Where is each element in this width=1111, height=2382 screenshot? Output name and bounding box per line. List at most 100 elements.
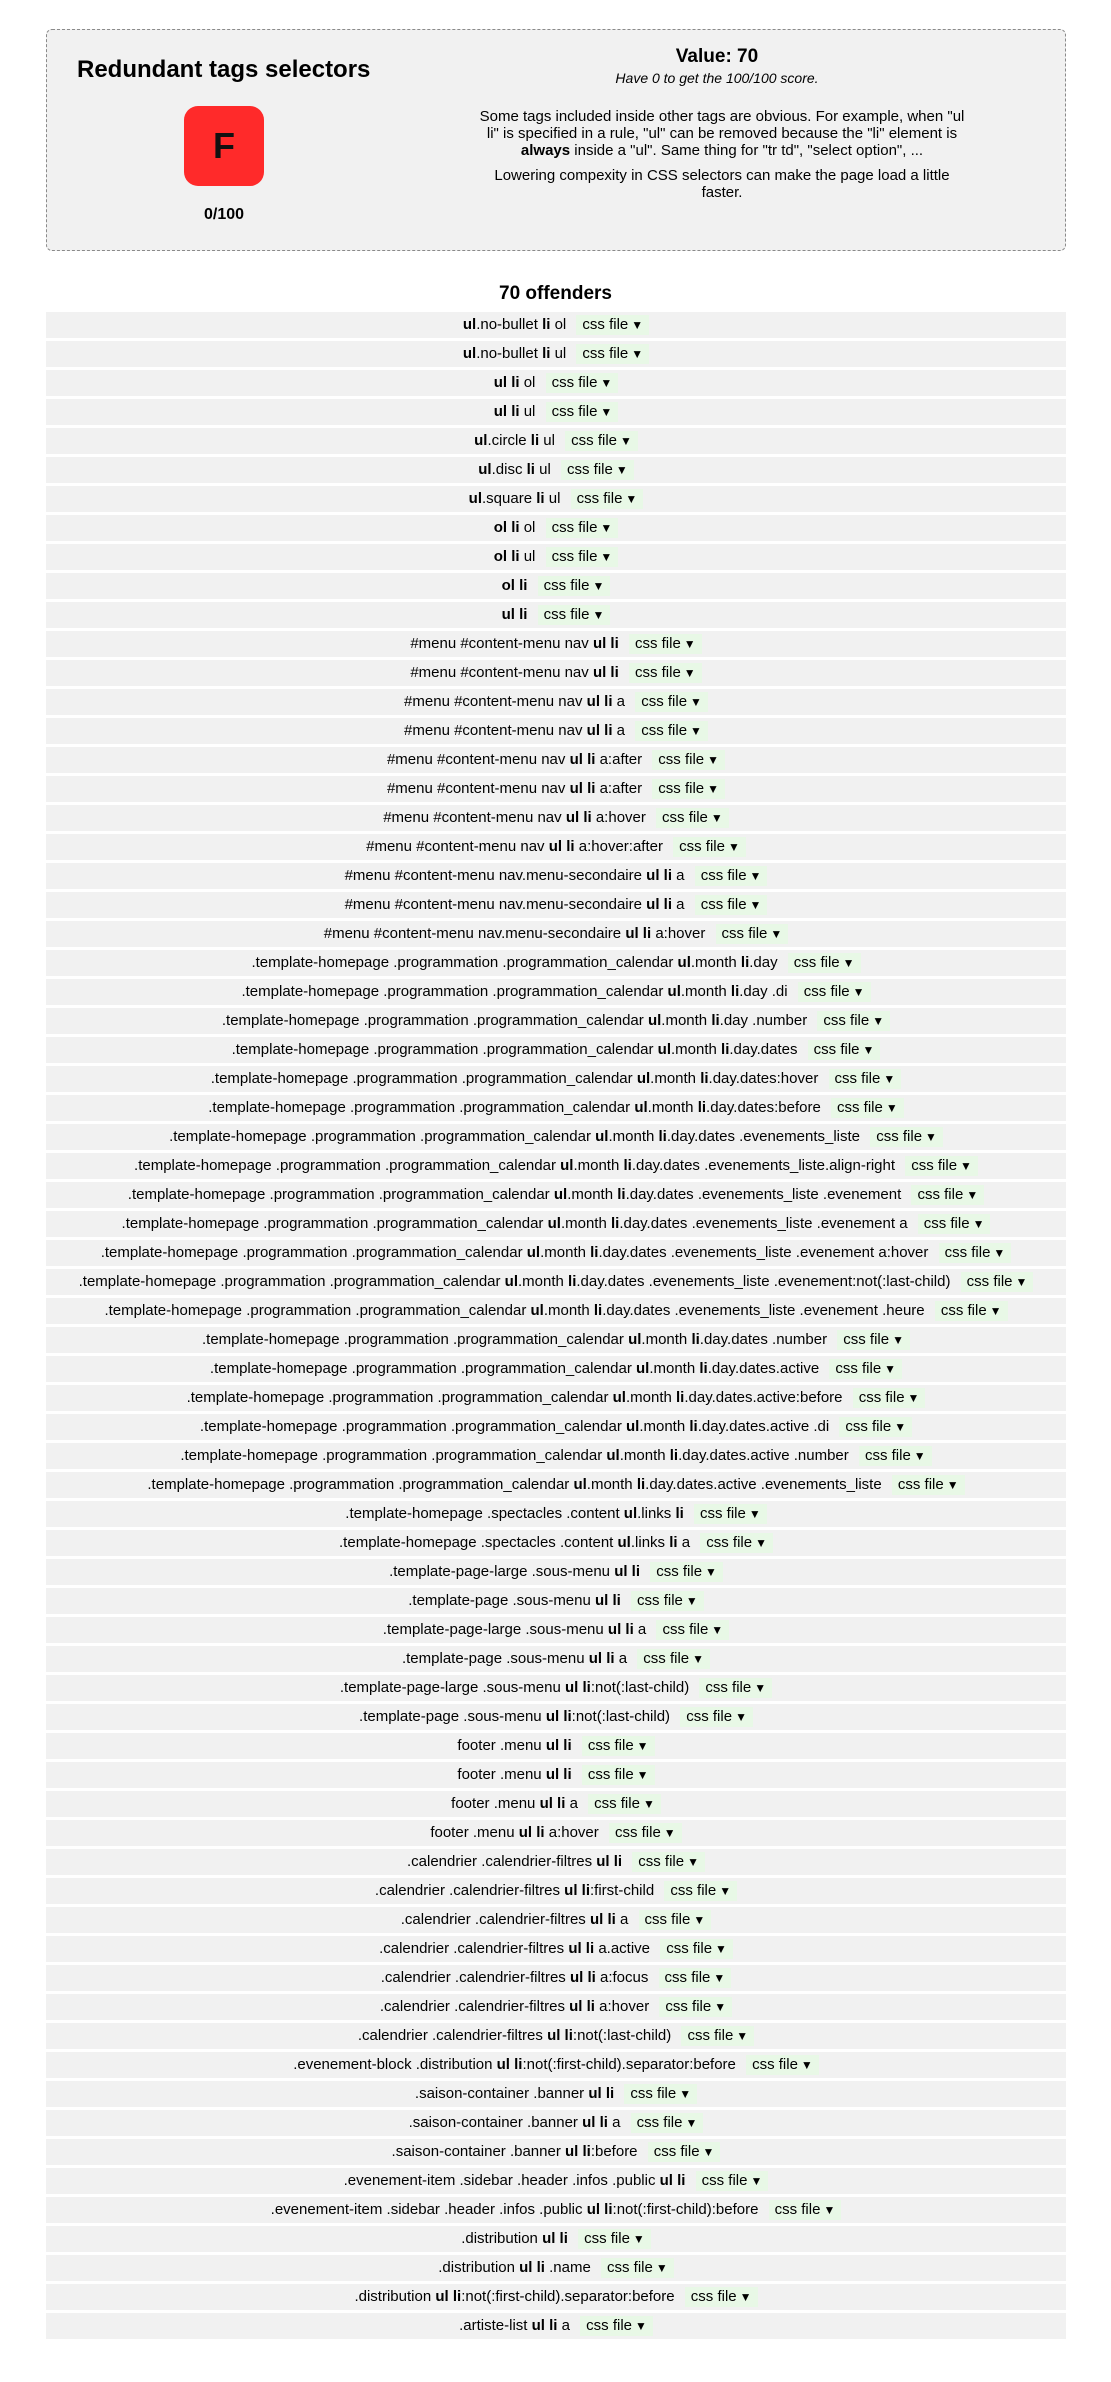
css-file-button[interactable]: css file ▼ (658, 1968, 732, 1988)
css-file-button[interactable]: css file ▼ (870, 1127, 943, 1147)
css-file-button[interactable]: css file ▼ (905, 1156, 978, 1176)
css-file-button[interactable]: css file ▼ (537, 605, 611, 625)
css-file-button[interactable]: css file ▼ (635, 692, 708, 712)
css-file-label: css file (644, 1911, 691, 1928)
css-file-button[interactable]: css file ▼ (858, 1446, 932, 1466)
selector-part: .day.dates .evenements_liste .evenement (625, 1186, 902, 1203)
css-file-button[interactable]: css file ▼ (684, 2287, 758, 2307)
css-file-button[interactable]: css file ▼ (570, 489, 644, 509)
offender-row: .calendrier .calendrier-filtres ul li a.… (46, 1936, 1066, 1962)
css-file-button[interactable]: css file ▼ (638, 1910, 712, 1930)
selector-tag: ol li (501, 577, 528, 594)
css-file-button[interactable]: css file ▼ (545, 547, 619, 567)
selector-part: #menu #content-menu nav (404, 722, 587, 739)
selector-part: .square (482, 490, 537, 507)
selector-part: .template-homepage .programmation .progr… (100, 1244, 527, 1261)
css-file-button[interactable]: css file ▼ (647, 2142, 721, 2162)
css-file-button[interactable]: css file ▼ (537, 576, 611, 596)
css-file-button[interactable]: css file ▼ (960, 1272, 1034, 1292)
css-file-button[interactable]: css file ▼ (673, 837, 746, 857)
selector-part: a (565, 1795, 578, 1812)
css-file-button[interactable]: css file ▼ (693, 1504, 767, 1524)
css-file-button[interactable]: css file ▼ (545, 373, 619, 393)
selector-part: .calendrier .calendrier-filtres (357, 2027, 548, 2044)
css-file-button[interactable]: css file ▼ (828, 1069, 902, 1089)
css-file-button[interactable]: css file ▼ (917, 1214, 991, 1234)
css-file-button[interactable]: css file ▼ (578, 2229, 651, 2249)
css-file-button[interactable]: css file ▼ (656, 808, 729, 828)
css-file-button[interactable]: css file ▼ (630, 2113, 704, 2133)
css-file-button[interactable]: css file ▼ (628, 634, 702, 654)
css-file-button[interactable]: css file ▼ (581, 1736, 655, 1756)
css-file-button[interactable]: css file ▼ (635, 721, 708, 741)
css-file-button[interactable]: css file ▼ (938, 1243, 1012, 1263)
offender-row: .calendrier .calendrier-filtres ul li a:… (46, 1965, 1066, 1991)
selector-tag: ul (636, 1070, 651, 1087)
css-file-label: css file (699, 1505, 746, 1522)
selector-tag: ul (628, 1331, 642, 1348)
css-file-button[interactable]: css file ▼ (695, 2171, 769, 2191)
css-file-button[interactable]: css file ▼ (652, 779, 726, 799)
selector-part: #menu #content-menu nav.menu-secondaire (344, 896, 647, 913)
css-file-button[interactable]: css file ▼ (631, 1591, 704, 1611)
selector-part: footer .menu (430, 1824, 519, 1841)
css-file-button[interactable]: css file ▼ (545, 402, 619, 422)
css-file-button[interactable]: css file ▼ (700, 1533, 773, 1553)
css-file-label: css file (917, 1186, 964, 1203)
css-file-button[interactable]: css file ▼ (934, 1301, 1008, 1321)
css-file-button[interactable]: css file ▼ (746, 2055, 819, 2075)
css-file-button[interactable]: css file ▼ (817, 1011, 891, 1031)
selector-part: .saison-container .banner (414, 2085, 589, 2102)
css-file-button[interactable]: css file ▼ (581, 1765, 655, 1785)
dropdown-triangle-icon: ▼ (600, 405, 613, 419)
css-file-button[interactable]: css file ▼ (601, 2258, 674, 2278)
offender-row: .artiste-list ul li a css file ▼ (46, 2313, 1066, 2339)
css-file-button[interactable]: css file ▼ (787, 953, 861, 973)
description-bold-word: always (520, 142, 571, 159)
selector-part: ol (550, 316, 567, 333)
css-file-button[interactable]: css file ▼ (768, 2200, 842, 2220)
css-file-button[interactable]: css file ▼ (545, 518, 619, 538)
css-file-button[interactable]: css file ▼ (560, 460, 634, 480)
description-text-end: inside a "ul". Same thing for "tr td", "… (570, 142, 924, 159)
css-file-button[interactable]: css file ▼ (694, 866, 768, 886)
css-file-button[interactable]: css file ▼ (632, 1852, 705, 1872)
css-file-button[interactable]: css file ▼ (715, 924, 789, 944)
css-file-button[interactable]: css file ▼ (637, 1649, 711, 1669)
css-file-button[interactable]: css file ▼ (694, 895, 768, 915)
css-file-button[interactable]: css file ▼ (628, 663, 702, 683)
css-file-button[interactable]: css file ▼ (852, 1388, 926, 1408)
css-file-button[interactable]: css file ▼ (797, 982, 871, 1002)
css-file-button[interactable]: css file ▼ (576, 315, 650, 335)
css-file-button[interactable]: css file ▼ (839, 1417, 913, 1437)
css-file-button[interactable]: css file ▼ (911, 1185, 985, 1205)
css-file-button[interactable]: css file ▼ (680, 1707, 753, 1727)
css-file-button[interactable]: css file ▼ (831, 1098, 904, 1118)
css-file-button[interactable]: css file ▼ (652, 750, 726, 770)
css-file-button[interactable]: css file ▼ (608, 1823, 682, 1843)
selector-tag: ul li (625, 925, 652, 942)
css-file-button[interactable]: css file ▼ (580, 2316, 653, 2336)
css-file-button[interactable]: css file ▼ (624, 2084, 698, 2104)
css-file-button[interactable]: css file ▼ (656, 1620, 730, 1640)
css-file-button[interactable]: css file ▼ (664, 1881, 738, 1901)
css-file-button[interactable]: css file ▼ (699, 1678, 773, 1698)
css-file-button[interactable]: css file ▼ (660, 1939, 733, 1959)
offender-row: .template-page-large .sous-menu ul li cs… (46, 1559, 1066, 1585)
css-file-button[interactable]: css file ▼ (576, 344, 650, 364)
css-file-button[interactable]: css file ▼ (829, 1359, 903, 1379)
css-file-button[interactable]: css file ▼ (659, 1997, 733, 2017)
selector-tag: ul li (614, 1563, 641, 1580)
selector-tag: li (590, 1244, 599, 1261)
css-file-button[interactable]: css file ▼ (650, 1562, 723, 1582)
selector-part: .saison-container .banner (408, 2114, 583, 2131)
css-file-button[interactable]: css file ▼ (588, 1794, 661, 1814)
offender-row: .calendrier .calendrier-filtres ul li:fi… (46, 1878, 1066, 1904)
css-file-button[interactable]: css file ▼ (891, 1475, 965, 1495)
css-file-button[interactable]: css file ▼ (837, 1330, 910, 1350)
selector-part: .month (540, 1244, 591, 1261)
offender-row: ol li ol css file ▼ (46, 515, 1066, 541)
css-file-button[interactable]: css file ▼ (681, 2026, 755, 2046)
css-file-button[interactable]: css file ▼ (807, 1040, 881, 1060)
css-file-button[interactable]: css file ▼ (565, 431, 638, 451)
